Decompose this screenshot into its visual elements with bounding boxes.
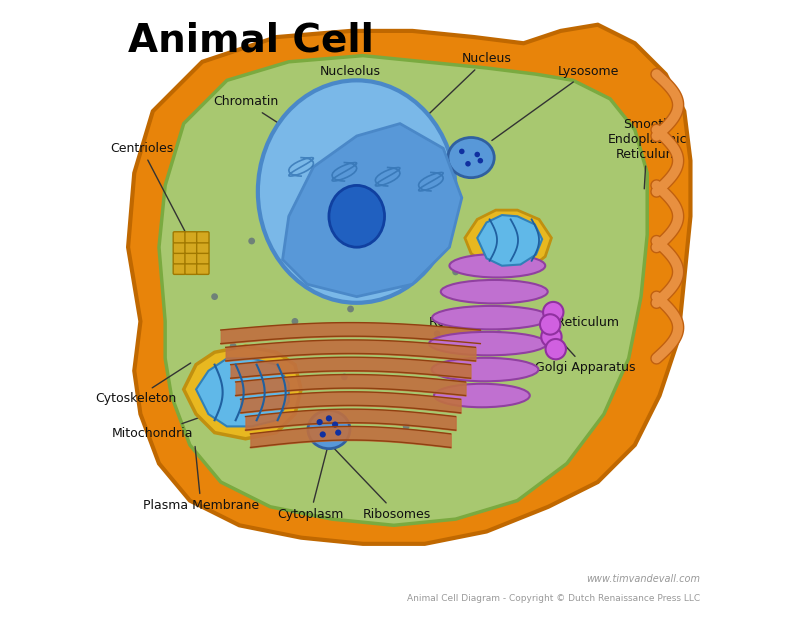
Polygon shape [465, 210, 551, 272]
Ellipse shape [230, 342, 237, 350]
Ellipse shape [546, 339, 566, 360]
Ellipse shape [441, 280, 548, 303]
Ellipse shape [431, 358, 538, 381]
Text: Animal Cell: Animal Cell [128, 22, 374, 59]
Text: Animal Cell Diagram - Copyright © Dutch Renaissance Press LLC: Animal Cell Diagram - Copyright © Dutch … [406, 593, 700, 603]
Ellipse shape [310, 268, 317, 276]
Text: Ribosomes: Ribosomes [334, 448, 431, 521]
Ellipse shape [390, 163, 398, 171]
Ellipse shape [478, 158, 483, 164]
Ellipse shape [429, 332, 547, 355]
FancyBboxPatch shape [173, 263, 186, 274]
Polygon shape [196, 358, 289, 426]
Ellipse shape [322, 219, 330, 226]
Text: Cytoplasm: Cytoplasm [278, 444, 343, 521]
FancyBboxPatch shape [185, 232, 198, 243]
Ellipse shape [434, 330, 441, 337]
FancyBboxPatch shape [197, 232, 209, 243]
Ellipse shape [434, 384, 530, 407]
Ellipse shape [341, 373, 348, 381]
Ellipse shape [452, 268, 459, 276]
Ellipse shape [540, 315, 560, 335]
FancyBboxPatch shape [173, 242, 186, 253]
Text: Rough Endoplasmic Reticulum: Rough Endoplasmic Reticulum [429, 316, 618, 342]
Ellipse shape [335, 430, 342, 436]
Ellipse shape [326, 415, 332, 421]
Ellipse shape [332, 421, 338, 428]
Polygon shape [282, 124, 462, 297]
Ellipse shape [543, 302, 563, 323]
Text: Nucleus: Nucleus [414, 52, 511, 128]
Polygon shape [159, 56, 647, 525]
Ellipse shape [542, 327, 562, 347]
Text: Nucleolus: Nucleolus [320, 64, 381, 192]
Ellipse shape [329, 185, 385, 247]
Ellipse shape [320, 431, 326, 438]
FancyBboxPatch shape [197, 242, 209, 253]
Text: Golgi Apparatus: Golgi Apparatus [535, 332, 636, 375]
Text: Mitochondria: Mitochondria [112, 408, 224, 441]
Text: Centrioles: Centrioles [110, 142, 186, 232]
FancyBboxPatch shape [173, 253, 186, 264]
FancyBboxPatch shape [185, 242, 198, 253]
Ellipse shape [432, 306, 550, 329]
Ellipse shape [279, 392, 286, 399]
Polygon shape [128, 25, 690, 544]
Text: Cytoskeleton: Cytoskeleton [95, 363, 190, 405]
Ellipse shape [402, 423, 410, 430]
Ellipse shape [474, 152, 480, 158]
Ellipse shape [291, 318, 298, 325]
Ellipse shape [347, 306, 354, 313]
Polygon shape [184, 346, 301, 439]
FancyBboxPatch shape [197, 263, 209, 274]
Text: Plasma Membrane: Plasma Membrane [143, 446, 259, 512]
Ellipse shape [448, 138, 494, 178]
Ellipse shape [317, 419, 322, 425]
Ellipse shape [465, 161, 470, 167]
Text: Lysosome: Lysosome [492, 64, 619, 140]
Ellipse shape [495, 330, 502, 337]
Ellipse shape [427, 213, 434, 220]
Polygon shape [478, 215, 542, 266]
Text: www.timvandevall.com: www.timvandevall.com [586, 574, 700, 584]
FancyBboxPatch shape [185, 263, 198, 274]
Text: Chromatin: Chromatin [213, 95, 330, 156]
Ellipse shape [258, 80, 456, 303]
Ellipse shape [459, 149, 465, 154]
FancyBboxPatch shape [173, 232, 186, 243]
Ellipse shape [308, 410, 350, 449]
Ellipse shape [211, 294, 218, 300]
Ellipse shape [372, 250, 378, 257]
FancyBboxPatch shape [197, 253, 209, 264]
FancyBboxPatch shape [185, 253, 198, 264]
Ellipse shape [450, 254, 546, 277]
Text: Smooth
Endoplasmic
Reticulum: Smooth Endoplasmic Reticulum [607, 117, 687, 189]
Ellipse shape [248, 238, 255, 245]
